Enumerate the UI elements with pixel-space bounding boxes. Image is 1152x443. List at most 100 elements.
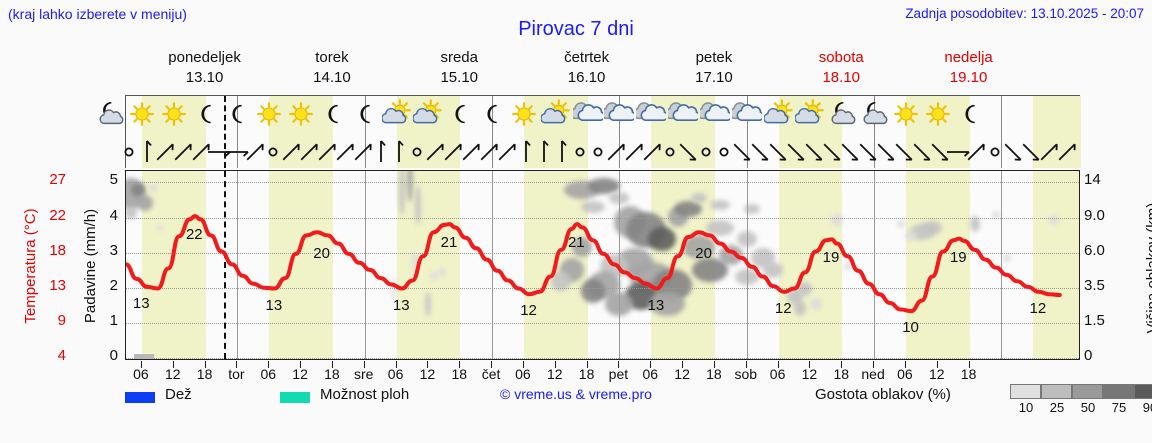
horizontal-gridline (126, 358, 1079, 359)
x-axis-label: 18 (960, 366, 977, 382)
x-axis-tick (904, 361, 906, 368)
wind-barb (531, 138, 561, 163)
rain-swatch (125, 392, 155, 403)
cloud-blob (429, 271, 438, 280)
cloud-blob (414, 185, 421, 226)
cloud-density-swatch (1010, 384, 1041, 399)
cloud-density-swatch (1103, 384, 1134, 399)
precipitation-tick: 0 (109, 347, 118, 365)
wind-barb (819, 138, 849, 162)
sun-icon (923, 99, 953, 129)
x-axis-label: 06 (133, 366, 149, 382)
x-axis-label: 06 (642, 366, 659, 382)
cloud-blob (157, 225, 164, 231)
sun-icon (127, 99, 157, 129)
cloud-blob (580, 201, 605, 214)
cloud-blob (136, 195, 153, 212)
wind-barb (855, 138, 885, 162)
x-axis-label: 06 (769, 366, 786, 382)
x-axis-label: 18 (196, 366, 213, 382)
x-axis-label: sre (354, 366, 374, 382)
precipitation-tick: 3 (109, 241, 118, 259)
cloud-density-tick: 75 (1111, 400, 1127, 415)
cloud-blob (649, 292, 686, 316)
temperature-min-label: 12 (774, 299, 792, 317)
sun-icon (891, 99, 921, 129)
day-date: 13.10 (185, 69, 224, 86)
cloud-blob (407, 171, 414, 203)
temperature-tick: 22 (49, 206, 66, 224)
wind-barb (657, 138, 687, 162)
page-title: Pirovac 7 dni (518, 18, 634, 40)
x-axis-label: 18 (833, 366, 850, 382)
temperature-min-label: 12 (1029, 299, 1047, 317)
location-menu-hint[interactable]: (kraj lahko izberete v meniju) (8, 6, 187, 22)
wind-barb (567, 138, 597, 162)
wind-barb (440, 138, 470, 162)
cloud-density-tick: 25 (1049, 400, 1065, 415)
cloud-blob (691, 192, 707, 203)
x-axis-tick (427, 361, 429, 368)
day-separator (1001, 171, 1003, 359)
cloud-height-tick: 14 (1084, 171, 1101, 189)
day-separator (746, 96, 748, 168)
x-axis-tick (268, 361, 270, 368)
moon-cloud-icon (827, 99, 857, 129)
temperature-tick: 4 (57, 347, 66, 365)
cloud-icon (728, 99, 764, 129)
day-separator (619, 96, 621, 168)
day-date: 16.10 (567, 69, 606, 86)
wind-barb (639, 138, 669, 162)
cloud-blob (437, 267, 446, 276)
cloud-blob (969, 216, 980, 233)
x-axis-tick (618, 361, 620, 368)
wind-barb (458, 138, 488, 162)
day-header-sre: sreda 15.10 (396, 48, 523, 88)
wind-barb (891, 138, 921, 162)
day-date: 17.10 (695, 69, 733, 86)
x-axis-label: pet (608, 366, 629, 382)
wind-barb (1000, 138, 1030, 162)
day-header-pet: petek 17.10 (650, 48, 777, 88)
cloud-height-tick: 0 (1084, 347, 1093, 365)
cloud-blob (992, 210, 1001, 219)
sun-cloud-icon (539, 99, 571, 129)
wind-barb (278, 138, 308, 162)
temperature-tick: 9 (57, 312, 66, 329)
wind-barb (1054, 138, 1084, 162)
moon-icon (318, 99, 348, 129)
precipitation-tick: 5 (109, 171, 118, 189)
wind-barb (873, 138, 903, 162)
x-axis-tick (745, 361, 747, 368)
day-header-ned: nedelja 19.10 (905, 48, 1032, 88)
temperature-tick: 27 (49, 171, 66, 189)
cloud-blob (706, 220, 735, 236)
cloud-icon (696, 99, 732, 129)
cloud-density-tick: 50 (1080, 400, 1096, 415)
wind-barb (585, 138, 615, 162)
horizontal-gridline (126, 182, 1079, 184)
sun-icon (286, 99, 316, 129)
precipitation-axis-title: Padavine (mm/h) (60, 168, 99, 364)
day-header-čet: četrtek 16.10 (523, 48, 650, 88)
copyright-link[interactable]: © vreme.us & vreme.pro (500, 386, 652, 402)
x-axis-tick (682, 361, 684, 368)
temperature-line (126, 214, 1062, 314)
showers-legend-label: Možnost ploh (320, 386, 410, 403)
cloud-icon (569, 99, 605, 129)
x-axis-tick (777, 361, 779, 368)
moon-icon (445, 99, 475, 129)
sun-cloud-icon (380, 99, 412, 129)
day-name: ponedeljek (168, 49, 241, 66)
wind-barb (116, 138, 146, 162)
day-separator (874, 96, 876, 168)
day-separator (874, 171, 876, 359)
x-axis-tick (873, 361, 875, 368)
sun-icon (254, 99, 284, 129)
cloud-blob (905, 230, 918, 241)
cloud-blob (412, 252, 419, 273)
horizontal-gridline (126, 217, 1079, 219)
wind-barb (783, 138, 813, 162)
x-axis-tick (363, 361, 365, 368)
moon-icon (222, 99, 252, 129)
